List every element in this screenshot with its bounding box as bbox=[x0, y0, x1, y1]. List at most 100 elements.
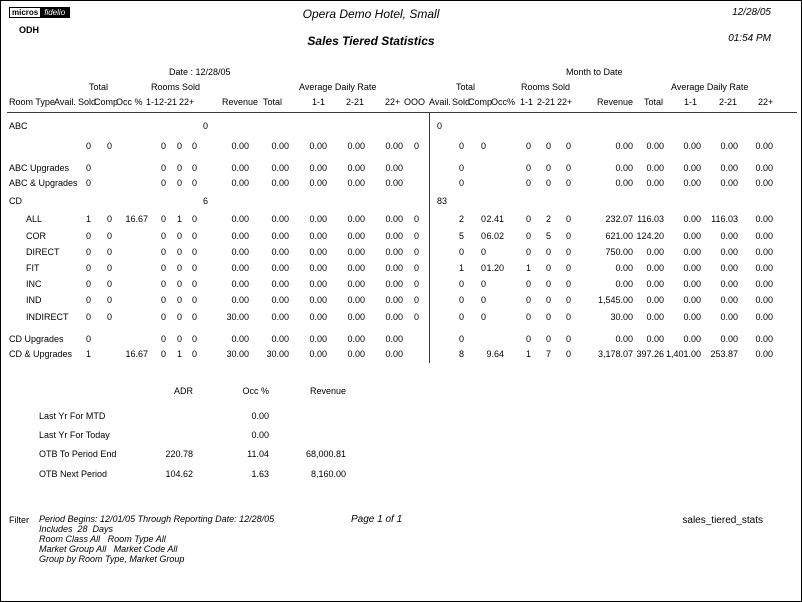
stat-cell: 0 bbox=[525, 214, 531, 224]
stat-cell: 0 bbox=[525, 163, 531, 173]
stat-cell: 0.00 bbox=[385, 178, 403, 188]
stat-cell: 0 bbox=[85, 312, 91, 322]
stat-cell: 0 bbox=[480, 263, 486, 273]
stat-cell: 0.00 bbox=[683, 312, 701, 322]
summary-row-label: OTB Next Period bbox=[39, 469, 108, 479]
column-header: 2-21 bbox=[719, 97, 738, 107]
column-header: 1-1 bbox=[684, 97, 698, 107]
stat-cell: 0.00 bbox=[231, 178, 249, 188]
column-header: OOO bbox=[404, 97, 426, 107]
stat-cell: 0.00 bbox=[347, 231, 365, 241]
stat-cell: 0 bbox=[106, 231, 112, 241]
stat-cell: 116.03 bbox=[637, 214, 664, 224]
stat-cell: 0.00 bbox=[347, 247, 365, 257]
stat-cell: 0.00 bbox=[646, 279, 664, 289]
stat-cell: 0 bbox=[525, 334, 531, 344]
stat-cell: 0.00 bbox=[385, 214, 403, 224]
summary-row-label: OTB To Period End bbox=[39, 449, 117, 459]
stat-cell: 0 bbox=[106, 312, 112, 322]
stat-cell: 5 bbox=[458, 231, 464, 241]
stat-cell: 0.00 bbox=[309, 178, 327, 188]
stat-cell: 0 bbox=[458, 279, 464, 289]
stat-cell: 0.00 bbox=[347, 295, 365, 305]
column-header: 2-21 bbox=[159, 97, 178, 107]
stat-cell: 16.67 bbox=[125, 349, 148, 359]
stat-cell: 0.00 bbox=[347, 279, 365, 289]
stat-cell: 30.00 bbox=[226, 349, 249, 359]
row-label: CD & Upgrades bbox=[9, 349, 73, 359]
stat-cell: 0 bbox=[160, 295, 166, 305]
stat-cell: 0 bbox=[480, 141, 486, 151]
summary-revenue: 8,160.00 bbox=[310, 469, 346, 479]
column-header: 22+ bbox=[385, 97, 401, 107]
stat-cell: 0 bbox=[176, 263, 182, 273]
summary-row-label: Last Yr For MTD bbox=[39, 411, 106, 421]
stat-cell: 0.00 bbox=[755, 214, 773, 224]
column-header: Total bbox=[644, 97, 664, 107]
stat-cell: 0 bbox=[191, 231, 197, 241]
stat-cell: 0 bbox=[85, 231, 91, 241]
stat-cell: 124.20 bbox=[636, 231, 664, 241]
subgroup-title: Average Daily Rate bbox=[671, 82, 749, 92]
column-header: 1-1 bbox=[312, 97, 326, 107]
stat-cell: 0.00 bbox=[755, 141, 773, 151]
stat-cell: 0.00 bbox=[683, 178, 701, 188]
stat-cell: 0.00 bbox=[615, 334, 633, 344]
stat-cell: 0.00 bbox=[309, 334, 327, 344]
stat-cell: 8 bbox=[458, 349, 464, 359]
stat-cell: 0 bbox=[191, 263, 197, 273]
stat-cell: 0.00 bbox=[755, 312, 773, 322]
column-header: Occ % bbox=[116, 97, 143, 107]
stat-cell: 0.00 bbox=[755, 231, 773, 241]
stat-cell: 0.00 bbox=[646, 178, 664, 188]
stat-cell: 0.00 bbox=[271, 178, 289, 188]
stat-cell: 30.00 bbox=[610, 312, 633, 322]
stat-cell: 1.20 bbox=[486, 263, 504, 273]
stat-cell: 0.00 bbox=[309, 279, 327, 289]
column-header: Revenue bbox=[222, 97, 259, 107]
logo-fidelio-text: fidelio bbox=[41, 7, 71, 18]
summary-row-label: Last Yr For Today bbox=[39, 430, 110, 440]
stat-cell: 0.00 bbox=[683, 279, 701, 289]
column-header: 2-21 bbox=[346, 97, 365, 107]
stat-cell: 0 bbox=[525, 312, 531, 322]
stat-cell: 0.00 bbox=[755, 334, 773, 344]
stat-cell: 0 bbox=[565, 231, 571, 241]
stat-cell: 0.00 bbox=[231, 247, 249, 257]
stat-cell: 0 bbox=[458, 334, 464, 344]
stat-cell: 0.00 bbox=[347, 163, 365, 173]
stat-cell: 0.00 bbox=[309, 349, 327, 359]
summary-revenue: 68,000.81 bbox=[305, 449, 346, 459]
stat-cell: 0.00 bbox=[385, 141, 403, 151]
stat-cell: 0 bbox=[160, 312, 166, 322]
stat-cell: 0 bbox=[176, 295, 182, 305]
stat-cell: 0 bbox=[160, 279, 166, 289]
stat-cell: 0.00 bbox=[347, 141, 365, 151]
column-header: Occ% bbox=[491, 97, 516, 107]
stat-cell: 0.00 bbox=[720, 141, 738, 151]
stat-cell: 0.00 bbox=[385, 163, 403, 173]
stat-cell: 0 bbox=[458, 141, 464, 151]
stat-cell: 2 bbox=[545, 214, 551, 224]
summary-adr: 104.62 bbox=[165, 469, 193, 479]
stat-cell: 0 bbox=[85, 279, 91, 289]
stat-cell: 0 bbox=[106, 295, 112, 305]
stat-cell: 0.00 bbox=[683, 141, 701, 151]
stat-cell: 1 bbox=[176, 214, 182, 224]
stat-cell: 0.00 bbox=[271, 247, 289, 257]
stat-cell: 0.00 bbox=[385, 295, 403, 305]
stat-cell: 0.00 bbox=[720, 231, 738, 241]
stat-cell: 0.00 bbox=[755, 295, 773, 305]
stat-cell: 0 bbox=[413, 312, 419, 322]
stat-cell: 0 bbox=[176, 141, 182, 151]
stat-cell: 0 bbox=[480, 214, 486, 224]
row-label: INDIRECT bbox=[26, 312, 69, 322]
stat-cell: 30.00 bbox=[226, 312, 249, 322]
row-label: IND bbox=[26, 295, 42, 305]
stat-cell: 0.00 bbox=[720, 163, 738, 173]
stat-cell: 0.00 bbox=[646, 312, 664, 322]
stat-cell: 0 bbox=[458, 247, 464, 257]
stat-cell: 0.00 bbox=[271, 295, 289, 305]
stat-cell: 0.00 bbox=[683, 263, 701, 273]
stat-cell: 0 bbox=[176, 163, 182, 173]
